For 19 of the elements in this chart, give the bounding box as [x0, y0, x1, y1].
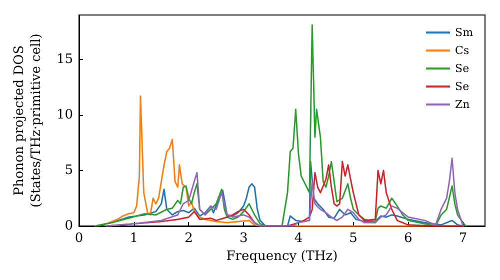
y-tick-label: 0 — [64, 218, 73, 234]
x-tick-label: 3 — [239, 231, 248, 246]
x-tick-label: 2 — [184, 231, 193, 246]
legend-label: Se — [455, 62, 470, 75]
y-axis-title: Phonon projected DOS (States/THz·primitive cell) — [12, 33, 44, 208]
x-tick-label: 6 — [404, 231, 412, 246]
y-tick-label: 10 — [56, 107, 73, 122]
legend-label: Cs — [455, 44, 470, 57]
x-tick-label: 7 — [458, 231, 468, 246]
x-axis-title: Frequency (THz) — [226, 249, 338, 264]
legend-label: Se — [455, 80, 470, 93]
legend-label: Sm — [455, 26, 474, 39]
legend-label: Zn — [455, 98, 470, 111]
x-tick-label: 4 — [294, 231, 303, 246]
y-tick-label: 5 — [64, 162, 73, 178]
x-tick-label: 1 — [130, 231, 138, 246]
y-tick-label: 15 — [56, 52, 73, 67]
x-tick-label: 0 — [74, 231, 84, 246]
x-tick-label: 5 — [349, 231, 358, 246]
